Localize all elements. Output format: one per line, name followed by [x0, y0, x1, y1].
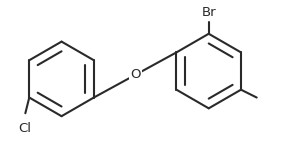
Text: O: O	[130, 69, 140, 81]
Text: Cl: Cl	[18, 122, 31, 135]
Text: Br: Br	[201, 6, 216, 19]
